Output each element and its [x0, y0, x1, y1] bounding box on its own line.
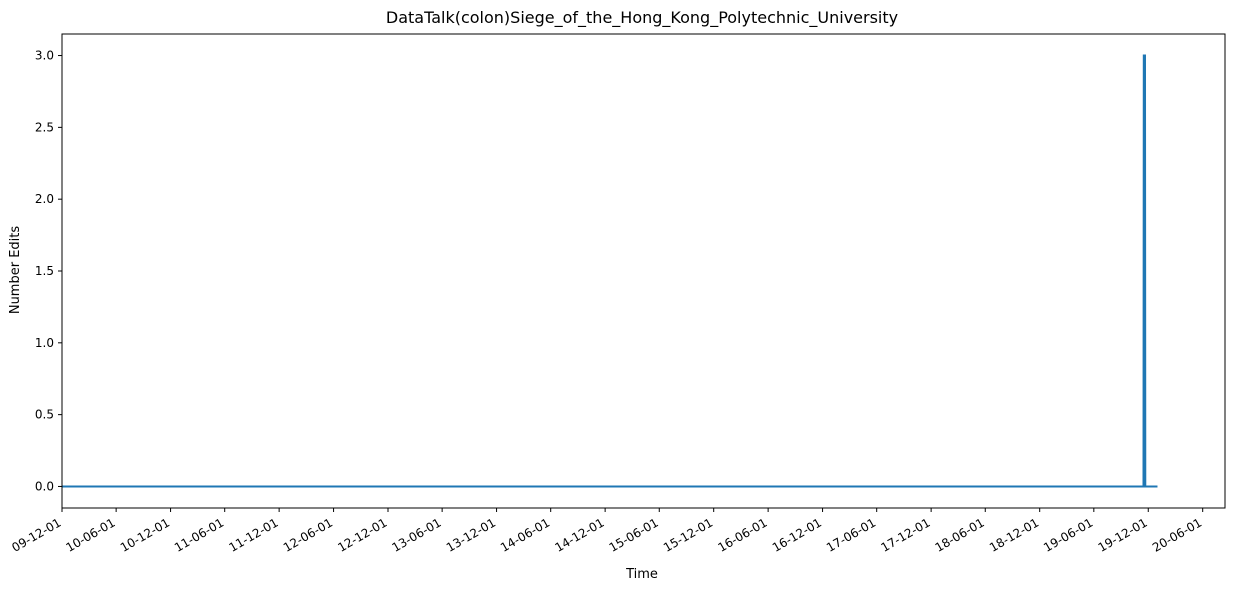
x-tick-label: 17-06-01	[824, 515, 878, 554]
y-tick-label: 2.0	[35, 192, 54, 206]
x-tick-label: 12-06-01	[281, 515, 335, 554]
plot-frame	[61, 33, 1226, 509]
x-tick-label: 15-12-01	[661, 515, 715, 554]
x-tick-label: 19-12-01	[1096, 515, 1150, 554]
x-tick-label: 09-12-01	[9, 515, 63, 554]
chart-title: DataTalk(colon)Siege_of_the_Hong_Kong_Po…	[386, 8, 898, 28]
y-tick-label: 0.0	[35, 479, 54, 493]
y-tick-label: 0.5	[35, 408, 54, 422]
x-tick-label: 18-06-01	[933, 515, 987, 554]
y-tick-label: 2.5	[35, 120, 54, 134]
x-tick-label: 10-12-01	[118, 515, 172, 554]
x-tick-label: 10-06-01	[63, 515, 117, 554]
y-tick-label: 3.0	[35, 49, 54, 63]
y-tick-label: 1.5	[35, 264, 54, 278]
x-tick-label: 16-06-01	[715, 515, 769, 554]
x-tick-label: 19-06-01	[1041, 515, 1095, 554]
x-tick-label: 12-12-01	[335, 515, 389, 554]
x-tick-label: 11-06-01	[172, 515, 226, 554]
x-tick-label: 14-12-01	[552, 515, 606, 554]
x-tick-label: 16-12-01	[770, 515, 824, 554]
x-tick-label: 13-12-01	[444, 515, 498, 554]
x-tick-label: 13-06-01	[389, 515, 443, 554]
x-tick-label: 11-12-01	[226, 515, 280, 554]
x-tick-label: 20-06-01	[1150, 515, 1204, 554]
series-line-0	[62, 54, 1158, 488]
y-tick-label: 1.0	[35, 336, 54, 350]
x-tick-label: 18-12-01	[987, 515, 1041, 554]
x-tick-label: 14-06-01	[498, 515, 552, 554]
x-axis-title: Time	[625, 567, 658, 582]
x-tick-label: 17-12-01	[878, 515, 932, 554]
plot-area: 0.0 0.5 1.0 1.5 2.0 2.5 3.0 09-12-01 10-06-01 10-…	[9, 33, 1226, 555]
x-tick-label: 15-06-01	[607, 515, 661, 554]
y-axis-title: Number Edits	[8, 226, 23, 315]
